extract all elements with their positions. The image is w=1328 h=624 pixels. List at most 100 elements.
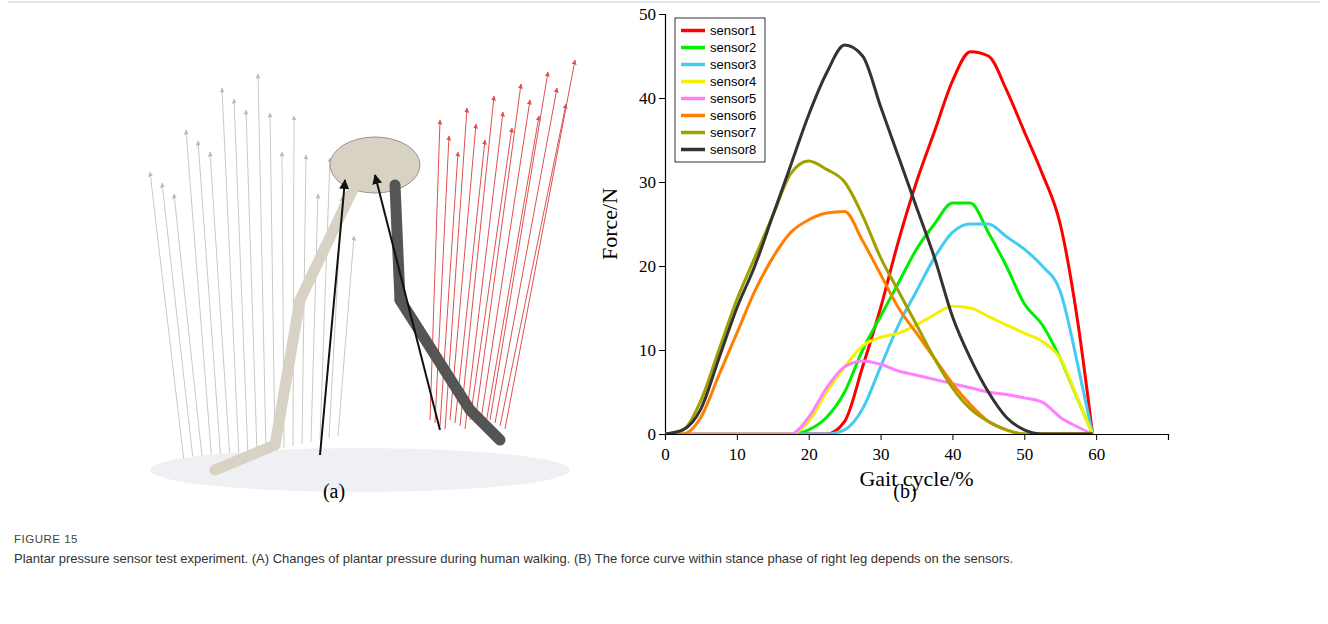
resultant-arrow [320,180,345,455]
force-vector [505,60,575,429]
tick-mark [659,182,665,183]
tick-label: 40 [639,89,656,108]
legend-swatch [681,80,705,84]
series-line [665,45,1093,434]
resultant-arrow [375,175,440,430]
tick-mark [1096,434,1097,440]
force-vector [222,88,239,458]
force-vector [470,128,512,420]
legend-label: sensor6 [710,108,756,123]
force-vector [338,236,354,436]
tick-label: 30 [873,445,890,464]
tick: 30 [639,173,665,192]
force-vector [174,194,203,466]
tick: 60 [1088,434,1105,464]
legend-label: sensor7 [710,125,756,140]
tick: 40 [639,89,665,108]
legend-swatch [681,131,705,135]
force-vector [246,110,257,454]
caption-text: Plantar pressure sensor test experiment.… [14,551,1013,566]
tick-mark [659,434,665,435]
force-vector [258,74,266,452]
tick: 20 [801,434,818,464]
legend-swatch [681,148,705,152]
tick-mark [659,14,665,15]
series-line [665,161,1093,434]
legend-swatch [681,114,705,118]
legend-label: sensor5 [710,91,756,106]
tick: 50 [1016,434,1033,464]
series-line [665,52,1093,434]
tick: 40 [944,434,961,464]
figure: (a)(b)010203040506001020304050Gait cycle… [0,0,1328,525]
figure-label: FIGURE 15 [14,530,1304,548]
legend-swatch [681,46,705,50]
tick-label: 0 [648,425,657,444]
legend-label: sensor2 [710,40,756,55]
tick-label: 0 [661,445,670,464]
tick-label: 40 [944,445,961,464]
legend-swatch [681,63,705,67]
y-axis-title: Force/N [597,188,622,260]
tick-label: 50 [639,5,656,24]
tick-mark [659,266,665,267]
tick-mark [737,434,738,440]
tick: 10 [729,434,746,464]
bone [215,445,275,470]
tick-label: 20 [639,257,656,276]
tick-mark [881,434,882,440]
caption: FIGURE 15 Plantar pressure sensor test ex… [14,530,1304,568]
plot-lines [665,45,1093,434]
bone [470,410,500,440]
force-vector [270,113,275,450]
force-vector [460,96,494,426]
tick-label: 10 [639,341,656,360]
tick-label: 50 [1016,445,1033,464]
y-axis: 0 10 20 30 40 50 [639,5,666,444]
tick-label: 30 [639,173,656,192]
legend-label: sensor1 [710,23,756,38]
legend-label: sensor4 [710,74,756,89]
tick-mark [952,434,953,440]
bone [395,185,400,300]
force-vector [150,172,185,470]
force-vector [162,183,194,468]
series-line [665,361,1093,434]
tick-mark [659,350,665,351]
axis-line [666,435,1169,441]
bone [300,185,355,300]
tick-mark [809,434,810,440]
bone [275,300,300,445]
legend-swatch [681,29,705,33]
force-vector [485,116,539,429]
tick: 50 [639,5,665,24]
force-vector [311,194,318,442]
top-rule [8,2,1320,3]
force-vector [495,88,557,423]
tick-mark [1024,434,1025,440]
tick-label: 10 [729,445,746,464]
tick: 10 [639,341,665,360]
force-vector [465,112,503,429]
legend-swatch [681,97,705,101]
tick-mark [659,98,665,99]
pelvis [330,137,420,193]
legend-box [675,18,765,162]
tick: 30 [873,434,890,464]
tick: 0 [648,425,666,444]
illustration [150,60,575,492]
force-vector [186,130,212,464]
legend-label: sensor3 [710,57,756,72]
force-vector [293,116,294,446]
tick-label: 20 [801,445,818,464]
tick-label: 60 [1088,445,1105,464]
force-vector [430,120,440,420]
axis-line [659,15,666,435]
panel-label: (a) [323,480,345,503]
legend-label: sensor8 [710,142,756,157]
tick: 0 [661,434,670,464]
force-vector [234,99,248,456]
force-vector [198,141,221,462]
x-axis-title: Gait cycle/% [859,466,973,491]
force-vector [480,100,530,426]
